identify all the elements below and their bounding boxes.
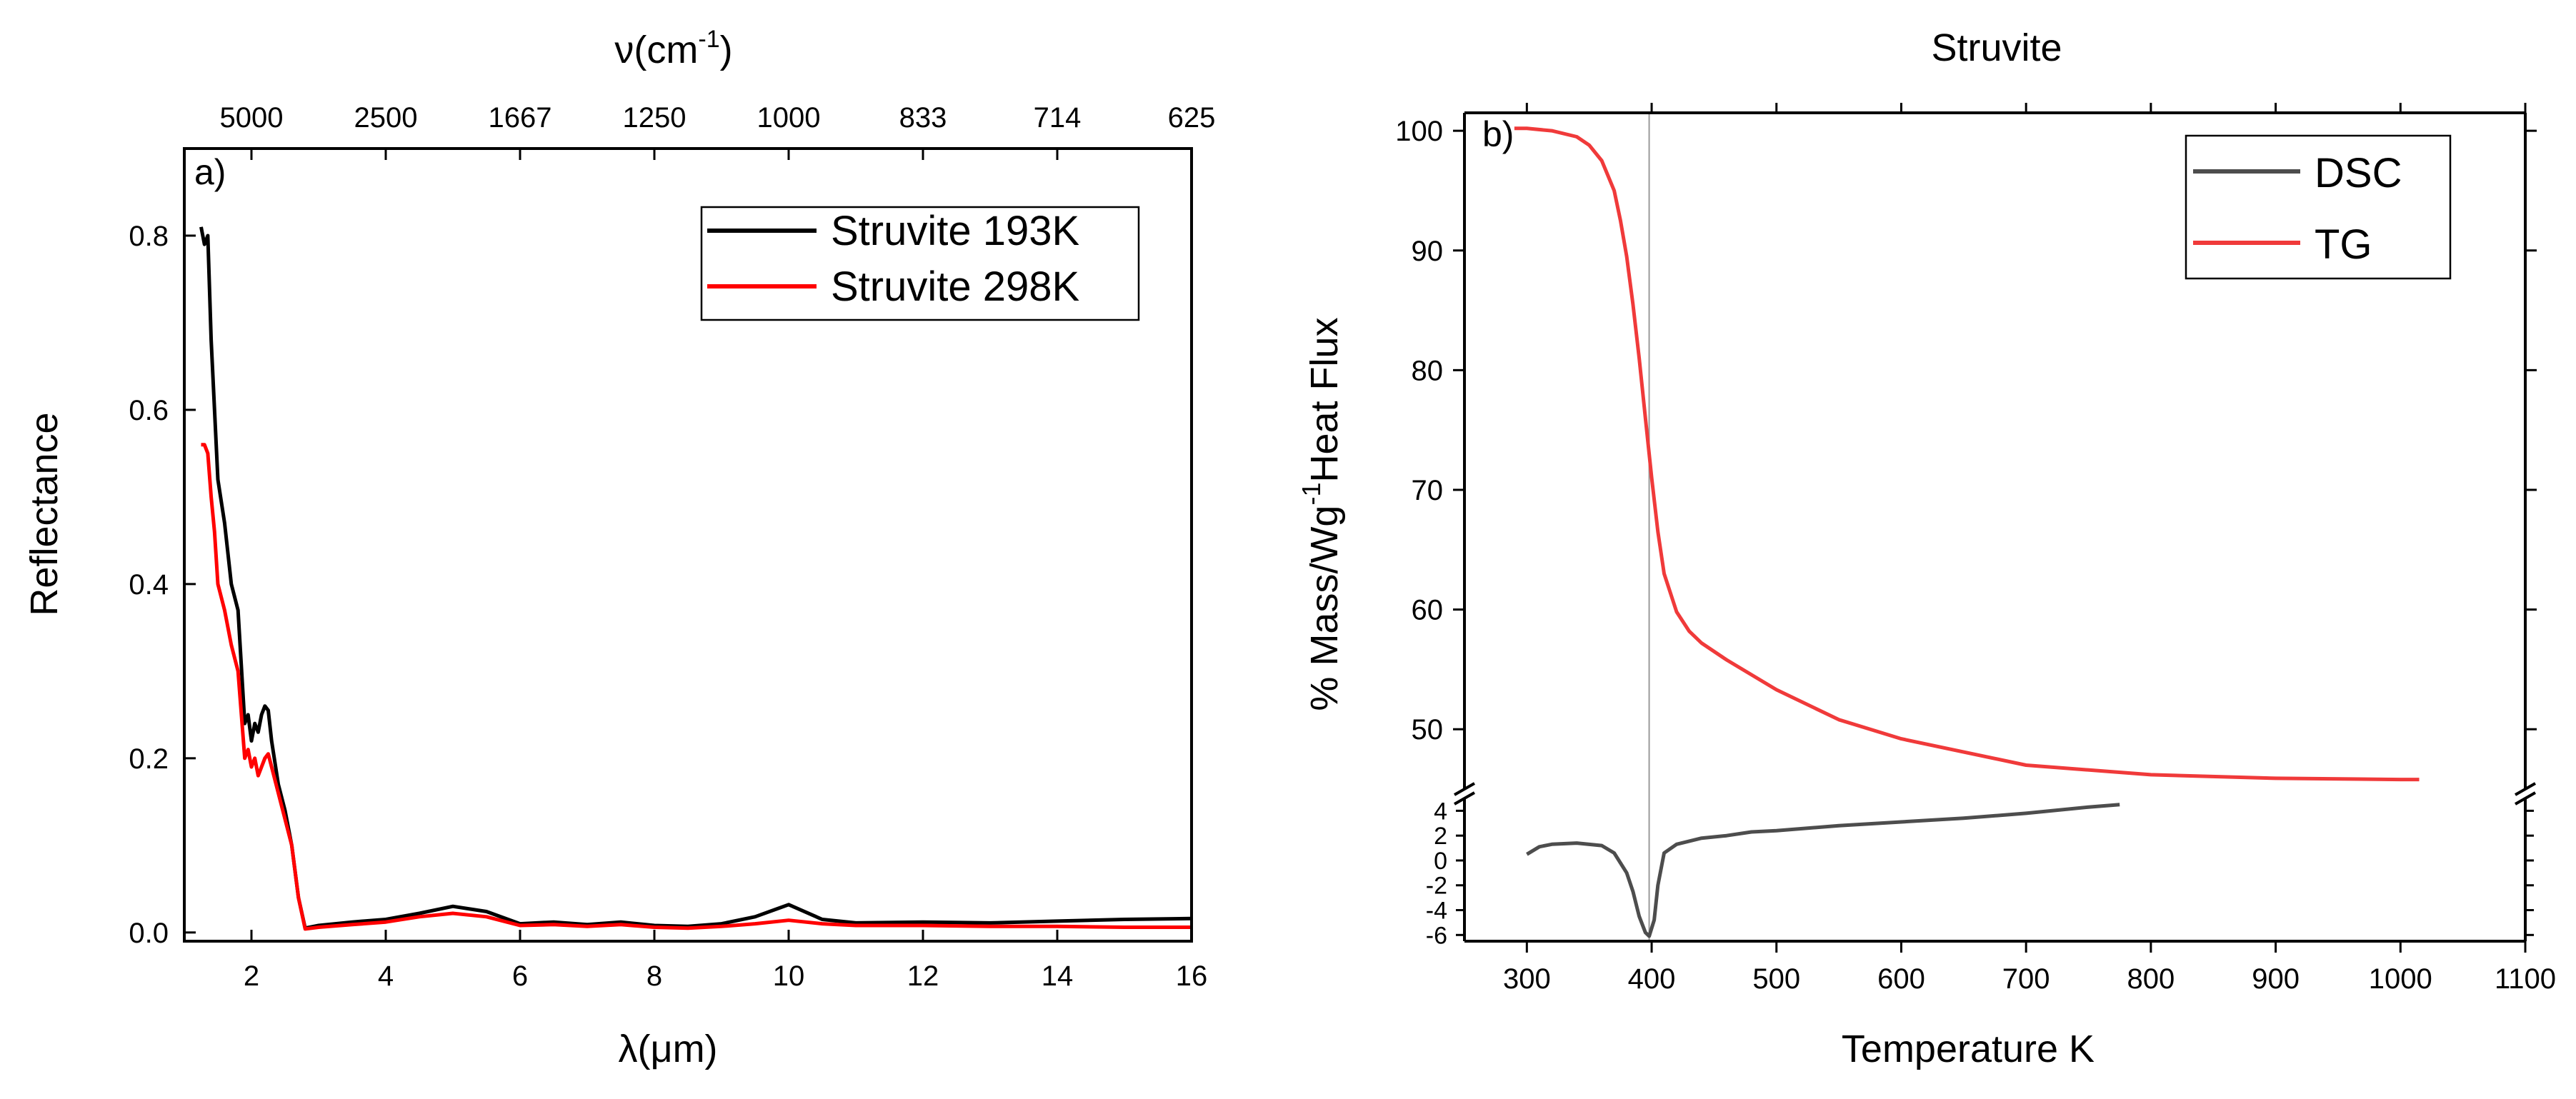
chart-a-top-tick-label: 5000 <box>220 102 284 134</box>
chart-a-y-tick-label: 0.8 <box>129 221 169 252</box>
chart-a-top-tick-label: 2500 <box>354 102 418 134</box>
chart-a-x-tick-label: 14 <box>1042 960 1074 992</box>
chart-b-ticks: 300 400 500 600 700 800 900 1000 110050607080901… <box>1395 103 2556 995</box>
chart-b-x-tick-label: 900 <box>2252 963 2300 995</box>
chart-b-legend-box <box>2185 134 2452 280</box>
chart-a-y-tick-label: 0.4 <box>129 569 169 601</box>
chart-b-y-axis-title-end: Heat Flux <box>1303 317 1346 482</box>
chart-b-axis-break-mark <box>2515 791 2536 806</box>
chart-panel-a: 2 4 6 8 10 12 14 16 0.0 0.2 0.4 0.6 0.8 5000 2500 1667 1… <box>23 26 1215 1070</box>
chart-b-lower-y-tick-label: 4 <box>1434 798 1447 825</box>
chart-a-ticks: 2 4 6 8 10 12 14 16 0.0 0.2 0.4 0.6 0.8 5000 2500 1667 1… <box>129 102 1215 992</box>
chart-b-y-axis-title-sup: -1 <box>1297 483 1326 506</box>
chart-b-axis-break-mark <box>1454 791 1475 806</box>
chart-b-lower-y-tick-label: -6 <box>1426 922 1447 949</box>
chart-a-top-axis-title-sup: -1 <box>698 26 719 53</box>
chart-a-y-tick-label: 0.0 <box>129 918 169 949</box>
chart-a-top-tick-label: 625 <box>1168 102 1216 134</box>
chart-b-x-tick-label: 800 <box>2127 963 2175 995</box>
chart-a-top-tick-label: 833 <box>899 102 947 134</box>
chart-a-top-tick-label: 1000 <box>757 102 821 134</box>
chart-b-axis-break-mark <box>1454 782 1475 796</box>
chart-a-x-tick-label: 2 <box>244 960 259 992</box>
chart-a-x-tick-label: 6 <box>512 960 528 992</box>
chart-a-y-axis-title: Reflectance <box>23 412 66 616</box>
chart-a-y-tick-label: 0.6 <box>129 395 169 426</box>
chart-a-x-axis-title: λ(μm) <box>618 1028 717 1070</box>
chart-a-x-tick-label: 4 <box>378 960 394 992</box>
chart-a-series-group <box>199 226 1192 931</box>
chart-b-x-tick-label: 500 <box>1752 963 1800 995</box>
chart-b-upper-y-tick-label: 100 <box>1395 116 1443 147</box>
chart-a-legend-label-298k: Struvite 298K <box>831 264 1080 310</box>
chart-b-lower-y-tick-label: -2 <box>1426 873 1447 900</box>
chart-a-x-tick-label: 8 <box>647 960 662 992</box>
chart-b-panel-letter: b) <box>1482 114 1514 154</box>
chart-a-top-tick-label: 1250 <box>623 102 687 134</box>
chart-b-axis-break-mark <box>2515 782 2536 796</box>
chart-b-legend: DSC TG <box>2185 134 2452 280</box>
chart-a-top-axis-title-end: ) <box>720 29 733 71</box>
chart-b-lower-y-tick-label: 2 <box>1434 823 1447 850</box>
chart-b-lower-y-tick-label: 0 <box>1434 848 1447 875</box>
chart-b-plot-frame <box>1454 111 2536 943</box>
chart-b-legend-label-tg: TG <box>2315 221 2372 268</box>
chart-b-series-line-1 <box>1514 126 2420 782</box>
chart-b-title: Struvite <box>1931 26 2062 69</box>
chart-b-legend-label-dsc: DSC <box>2315 150 2402 196</box>
chart-b-upper-y-tick-label: 50 <box>1412 714 1444 746</box>
chart-a-legend-label-193k: Struvite 193K <box>831 208 1080 254</box>
chart-a-y-tick-label: 0.2 <box>129 743 169 775</box>
chart-a-x-tick-label: 10 <box>773 960 805 992</box>
chart-b-lower-y-tick-label: -4 <box>1426 898 1447 925</box>
chart-b-upper-y-tick-label: 90 <box>1412 236 1444 267</box>
chart-b-x-tick-label: 600 <box>1877 963 1925 995</box>
chart-b-series-line-0 <box>1526 803 2120 938</box>
chart-b-upper-y-tick-label: 70 <box>1412 475 1444 506</box>
chart-b-x-tick-label: 1100 <box>2495 963 2556 995</box>
chart-b-upper-y-tick-label: 80 <box>1412 355 1444 386</box>
chart-a-x-tick-label: 12 <box>907 960 939 992</box>
chart-a-plot-frame <box>183 147 1193 943</box>
chart-a-legend: Struvite 193K Struvite 298K <box>700 206 1140 321</box>
chart-a-series-line-1 <box>201 443 1192 931</box>
chart-panel-b: Struvite 300 400 500 600 700 800 900 1000 110050… <box>1297 26 2556 1070</box>
chart-b-series-group <box>1514 113 2420 941</box>
chart-b-x-tick-label: 700 <box>2002 963 2050 995</box>
chart-b-x-axis-title: Temperature K <box>1842 1028 2095 1070</box>
chart-a-panel-letter: a) <box>194 152 226 192</box>
chart-b-x-tick-label: 400 <box>1628 963 1676 995</box>
chart-a-top-axis-title-main: ν(cm <box>614 29 698 71</box>
chart-a-x-tick-label: 16 <box>1176 960 1208 992</box>
chart-a-top-axis-title: ν(cm-1) <box>614 26 732 71</box>
chart-b-upper-y-tick-label: 60 <box>1412 595 1444 626</box>
chart-a-legend-box <box>700 206 1140 321</box>
chart-b-x-tick-label: 1000 <box>2369 963 2432 995</box>
chart-a-top-tick-label: 1667 <box>489 102 552 134</box>
chart-b-y-axis-title-main: % Mass/Wg <box>1303 506 1346 711</box>
chart-b-y-axis-title: % Mass/Wg-1Heat Flux <box>1297 317 1346 711</box>
chart-a-top-tick-label: 714 <box>1034 102 1082 134</box>
chart-b-x-tick-label: 300 <box>1503 963 1551 995</box>
